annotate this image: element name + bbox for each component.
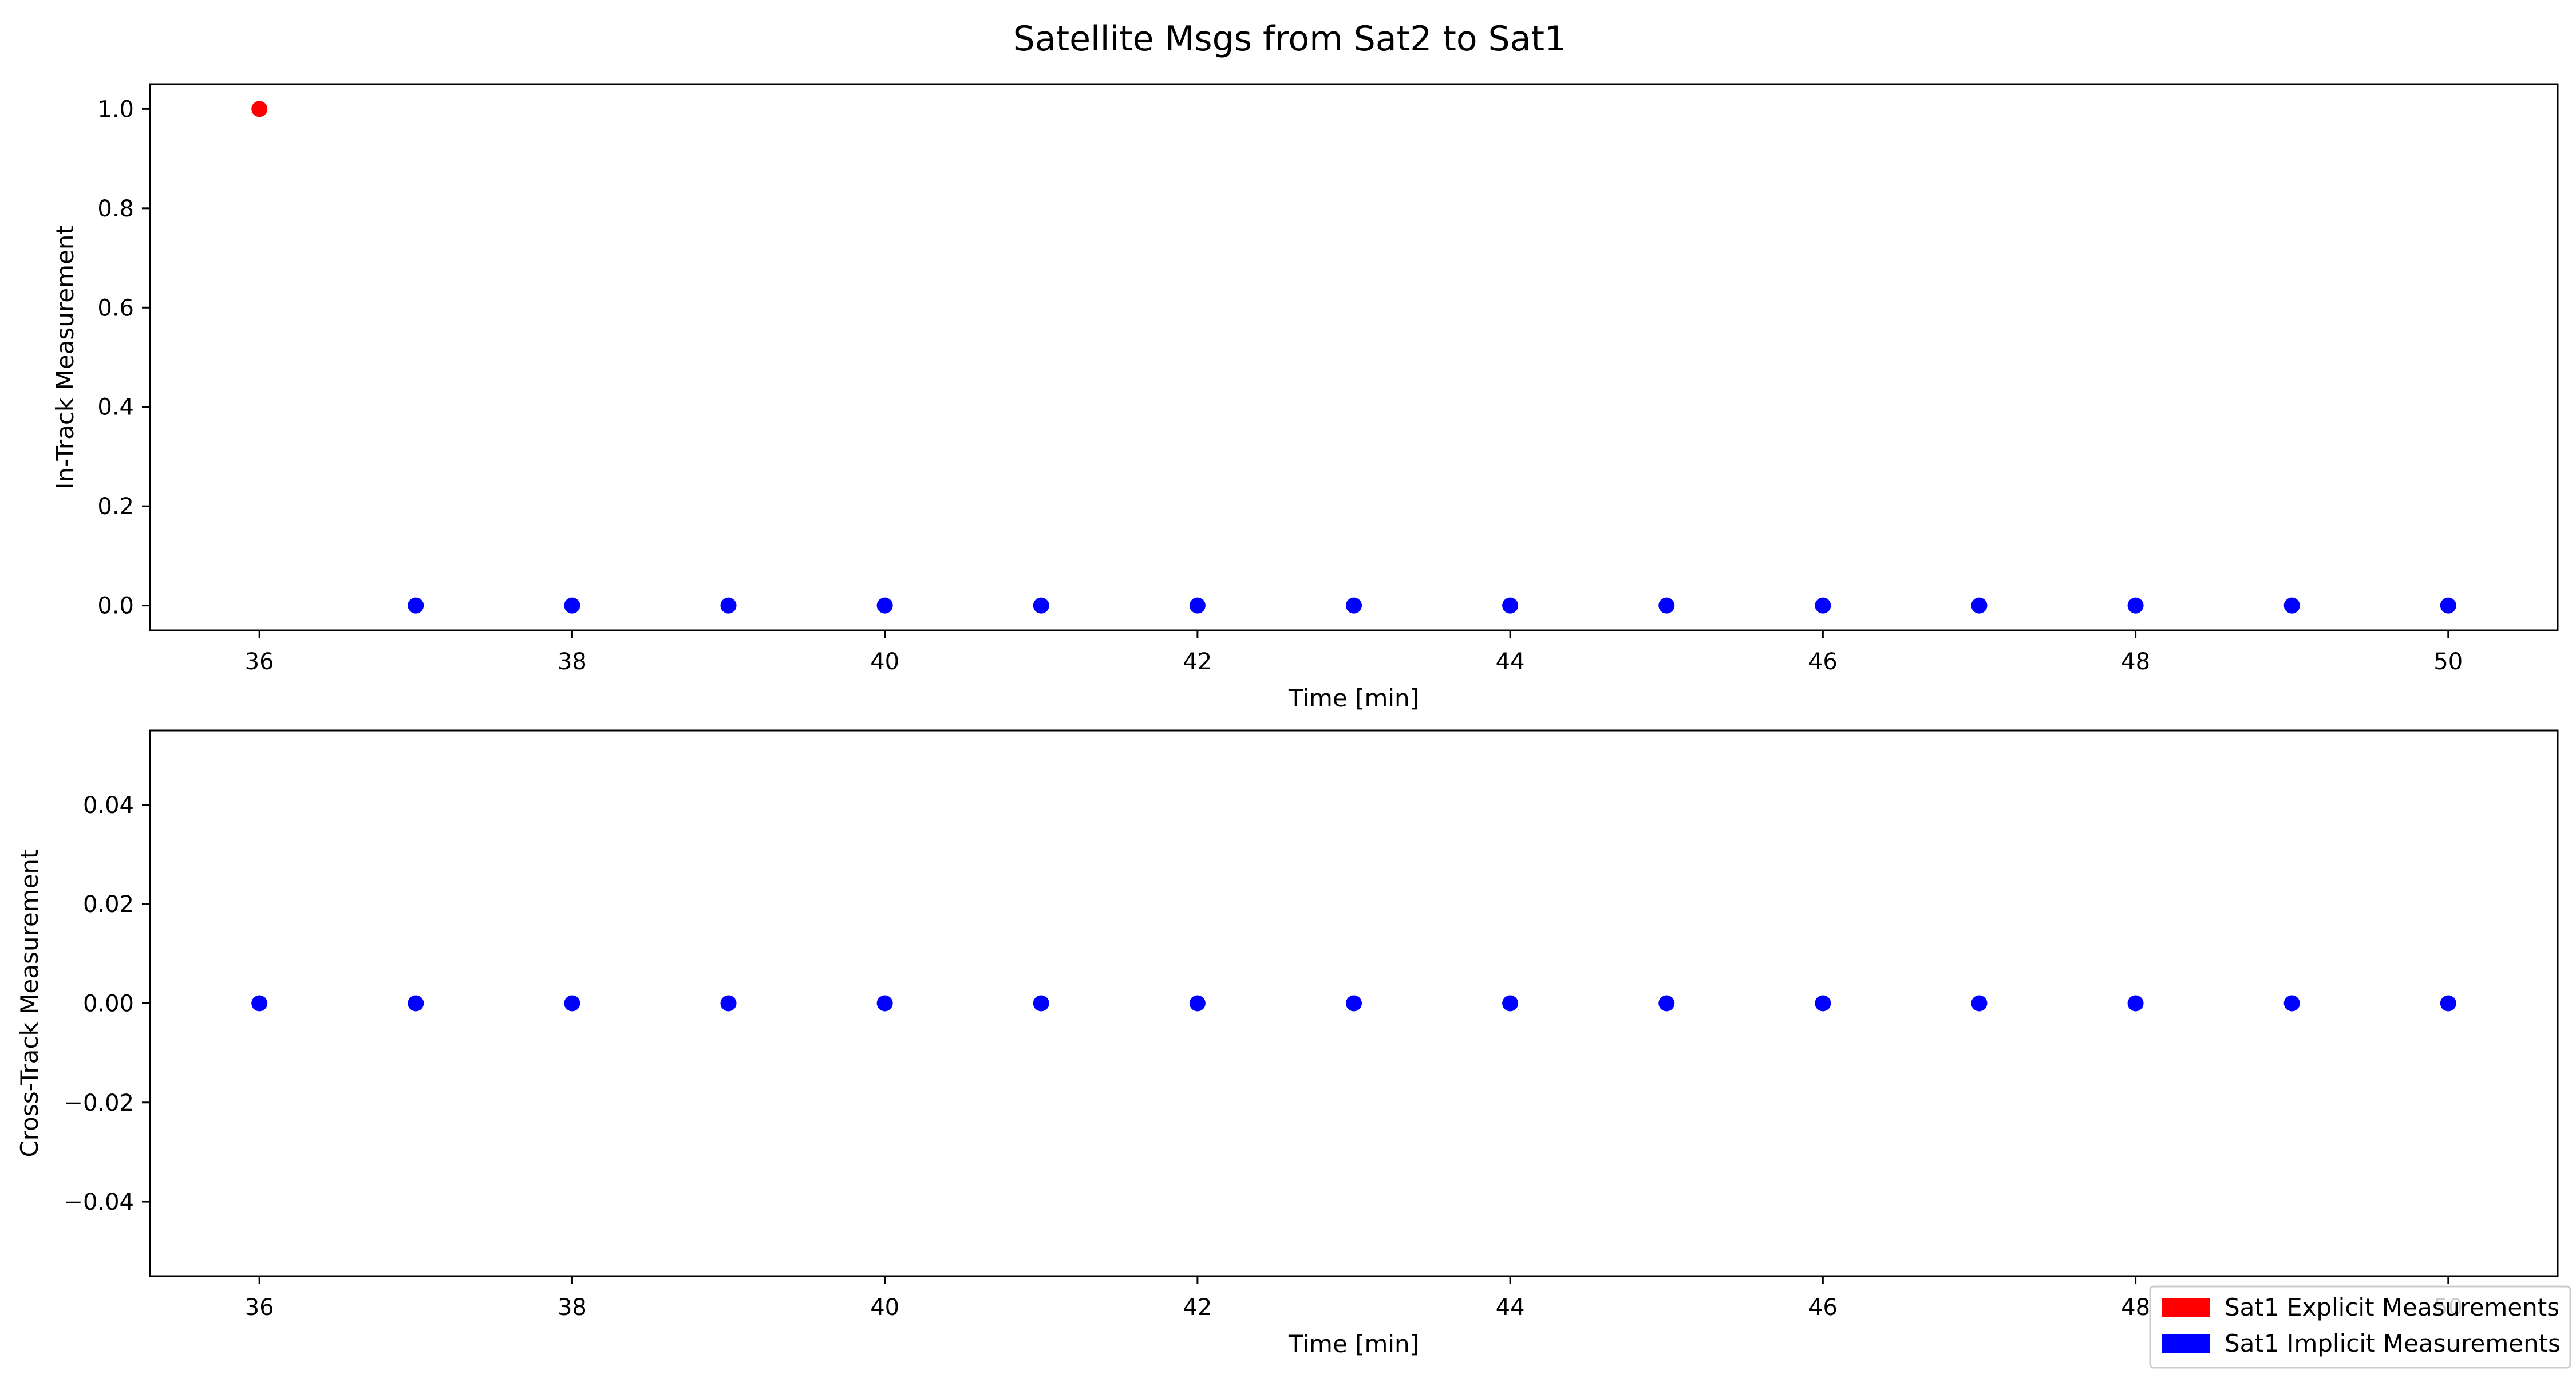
cross-track-implicit-point [876, 995, 893, 1012]
in-track-implicit-point [1346, 597, 1362, 614]
legend-swatch-explicit [2162, 1298, 2210, 1317]
cross-track-implicit-point [1502, 995, 1519, 1012]
in-track-ytick-label: 1.0 [97, 96, 134, 123]
in-track-axes-frame [149, 83, 2559, 631]
in-track-implicit-point [564, 597, 580, 614]
cross-track-ytick-label: 0.00 [83, 991, 134, 1017]
legend-swatch-implicit [2162, 1334, 2210, 1353]
cross-track-implicit-point [1971, 995, 1988, 1012]
in-track-implicit-point [1502, 597, 1519, 614]
cross-track-xtick-label: 46 [1808, 1294, 1838, 1321]
cross-track-ytick-label: −0.02 [64, 1090, 134, 1116]
in-track-implicit-point [1189, 597, 1206, 614]
cross-track-ylabel: Cross-Track Measurement [15, 849, 44, 1157]
cross-track-implicit-point [2127, 995, 2144, 1012]
cross-track-implicit-point [1033, 995, 1049, 1012]
cross-track-implicit-point [1189, 995, 1206, 1012]
cross-track-xtick-label: 44 [1496, 1294, 1525, 1321]
cross-track-xtick-label: 38 [558, 1294, 587, 1321]
in-track-implicit-point [2440, 597, 2456, 614]
legend-label-explicit: Sat1 Explicit Measurements [2225, 1293, 2559, 1321]
in-track-implicit-point [408, 597, 424, 614]
in-track-ytick-label: 0.4 [97, 394, 134, 421]
in-track-subplot: 36 38 40 42 44 46 48 50 0.0 0.2 0.4 0.6 0.8 1.0 Time [… [51, 83, 2559, 712]
in-track-implicit-point [720, 597, 737, 614]
in-track-implicit-point [2127, 597, 2144, 614]
in-track-xtick-label: 42 [1183, 649, 1212, 675]
legend: Sat1 Explicit Measurements Sat1 Implicit… [2149, 1285, 2571, 1369]
cross-track-ytick-label: 0.04 [83, 792, 134, 819]
in-track-implicit-point [2283, 597, 2300, 614]
cross-track-implicit-point [720, 995, 737, 1012]
cross-track-implicit-point [2283, 995, 2300, 1012]
cross-track-xtick-label: 42 [1183, 1294, 1212, 1321]
in-track-xtick-label: 48 [2121, 649, 2150, 675]
legend-frame [2149, 1285, 2571, 1369]
cross-track-implicit-point [408, 995, 424, 1012]
in-track-implicit-point [876, 597, 893, 614]
cross-track-xtick-label: 36 [245, 1294, 274, 1321]
cross-track-implicit-point [1346, 995, 1362, 1012]
figure-title: Satellite Msgs from Sat2 to Sat1 [1013, 19, 1566, 59]
in-track-implicit-point [1815, 597, 1831, 614]
cross-track-implicit-point [564, 995, 580, 1012]
cross-track-ytick-label: 0.02 [83, 891, 134, 918]
in-track-implicit-point [1033, 597, 1049, 614]
cross-track-implicit-point [1815, 995, 1831, 1012]
in-track-ytick-label: 0.8 [97, 196, 134, 222]
cross-track-implicit-point [251, 995, 268, 1012]
in-track-implicit-point [1658, 597, 1675, 614]
in-track-ylabel: In-Track Measurement [51, 225, 79, 489]
in-track-xtick-label: 50 [2433, 649, 2463, 675]
cross-track-axes-frame [149, 729, 2559, 1277]
in-track-ytick-label: 0.0 [97, 593, 134, 619]
cross-track-implicit-point [2440, 995, 2456, 1012]
cross-track-ytick-label: −0.04 [64, 1189, 134, 1215]
in-track-xlabel: Time [min] [1288, 684, 1419, 712]
in-track-xtick-label: 44 [1496, 649, 1525, 675]
in-track-xtick-label: 46 [1808, 649, 1838, 675]
in-track-xtick-label: 36 [245, 649, 274, 675]
cross-track-implicit-point [1658, 995, 1675, 1012]
in-track-ytick-label: 0.6 [97, 295, 134, 321]
in-track-explicit-point [251, 101, 268, 117]
cross-track-xlabel: Time [min] [1288, 1330, 1419, 1358]
cross-track-xtick-label: 48 [2121, 1294, 2150, 1321]
legend-label-implicit: Sat1 Implicit Measurements [2225, 1329, 2561, 1357]
in-track-xtick-label: 38 [558, 649, 587, 675]
cross-track-xtick-label: 40 [870, 1294, 899, 1321]
in-track-ytick-label: 0.2 [97, 493, 134, 520]
in-track-xtick-label: 40 [870, 649, 899, 675]
in-track-implicit-point [1971, 597, 1988, 614]
